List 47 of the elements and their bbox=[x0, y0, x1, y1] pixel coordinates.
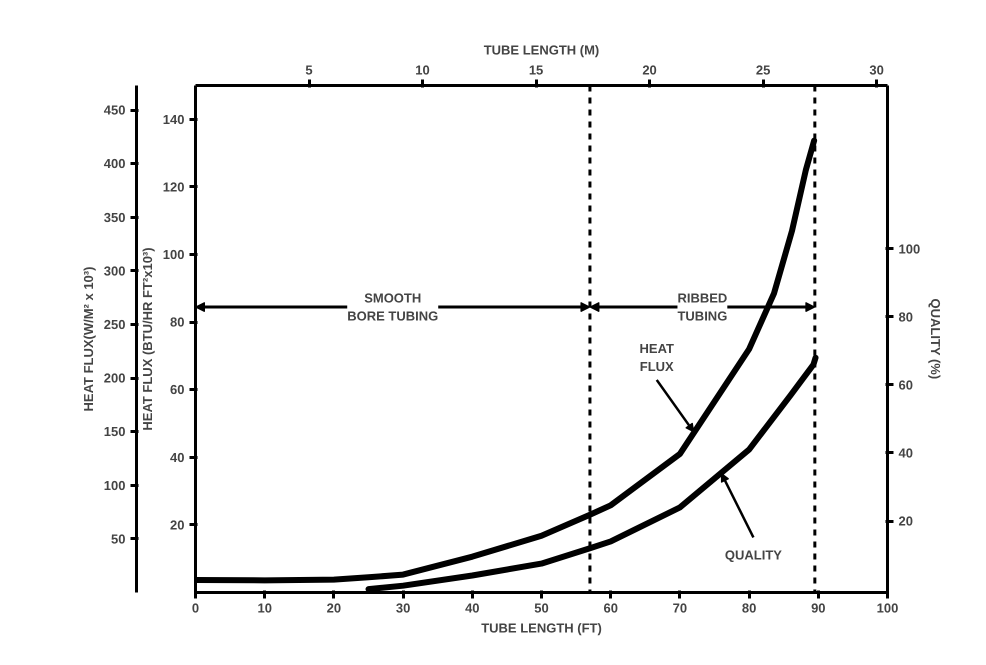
y3-tick-label: 50 bbox=[111, 531, 126, 546]
x-tick-label: 100 bbox=[876, 600, 898, 616]
x-axis-title: TUBE LENGTH (FT) bbox=[481, 620, 602, 636]
x-tick-label: 10 bbox=[257, 600, 272, 616]
y-tick-label: 40 bbox=[170, 450, 185, 465]
y3-tick-label: 350 bbox=[104, 210, 126, 225]
y3-tick-label: 150 bbox=[104, 424, 126, 440]
y2-tick-label: 20 bbox=[898, 514, 913, 529]
x-tick-label: 60 bbox=[603, 600, 618, 616]
x2-tick-label: 10 bbox=[415, 62, 430, 78]
x-tick-label: 40 bbox=[465, 600, 480, 616]
y2-tick-label: 40 bbox=[898, 445, 913, 460]
y2-tick-label: 100 bbox=[898, 241, 920, 256]
x-tick-label: 90 bbox=[811, 600, 826, 616]
x-tick-label: 50 bbox=[534, 600, 549, 616]
annotation: RIBBED TUBING bbox=[677, 290, 728, 324]
annotation: SMOOTH BORE TUBING bbox=[347, 290, 438, 324]
annotation: QUALITY bbox=[724, 547, 782, 562]
y2-tick-label: 80 bbox=[898, 309, 913, 324]
y2-axis-title: QUALITY (%) bbox=[928, 298, 944, 380]
y3-tick-label: 200 bbox=[104, 370, 126, 386]
x-tick-label: 80 bbox=[742, 600, 756, 616]
annotation: HEAT FLUX bbox=[640, 340, 674, 374]
y-tick-label: 140 bbox=[162, 112, 185, 127]
y-tick-label: 80 bbox=[170, 314, 185, 330]
y3-tick-label: 250 bbox=[104, 317, 126, 332]
x-tick-label: 0 bbox=[192, 600, 200, 616]
x2-tick-label: 30 bbox=[869, 62, 884, 78]
x2-tick-label: 5 bbox=[305, 62, 313, 78]
x-tick-label: 20 bbox=[326, 600, 342, 616]
y-tick-label: 20 bbox=[170, 517, 185, 532]
y-tick-label: 100 bbox=[162, 247, 185, 262]
x2-tick-label: 15 bbox=[528, 62, 544, 78]
y3-tick-label: 100 bbox=[104, 478, 126, 493]
y3-tick-label: 300 bbox=[104, 263, 126, 278]
y2-tick-label: 60 bbox=[898, 377, 913, 392]
y-axis-title: HEAT FLUX (BTU/HR FT²x10³) bbox=[140, 247, 155, 431]
y3-axis-title: HEAT FLUX(W/M² x 10³) bbox=[80, 266, 96, 412]
x2-tick-label: 20 bbox=[642, 62, 657, 78]
y-tick-label: 120 bbox=[162, 179, 185, 194]
x2-axis-title: TUBE LENGTH (M) bbox=[484, 42, 600, 58]
y3-tick-label: 450 bbox=[104, 102, 126, 118]
x-tick-label: 70 bbox=[672, 600, 688, 616]
x-tick-label: 30 bbox=[396, 600, 410, 616]
y-tick-label: 60 bbox=[170, 382, 185, 398]
y3-tick-label: 400 bbox=[104, 156, 126, 172]
x2-tick-label: 25 bbox=[756, 62, 770, 78]
